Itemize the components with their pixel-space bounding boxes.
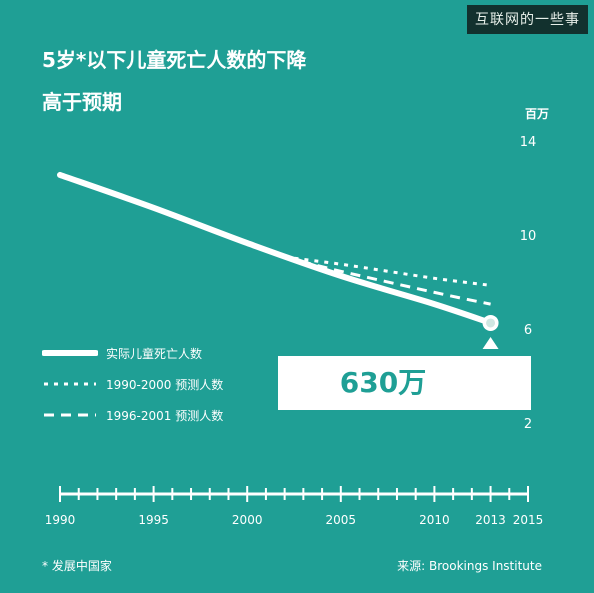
legend-swatch-dashed [44,413,96,417]
chart-title-line-1: 5岁*以下儿童死亡人数的下降 [42,48,307,72]
source-credit: 来源: Brookings Institute [397,559,542,573]
x-tick-label: 2013 [475,513,506,527]
footnote: * 发展中国家 [42,559,112,573]
y-tick-label: 2 [524,417,532,432]
callout-box: 630万 [278,356,531,410]
x-tick-label: 1990 [45,513,76,527]
brand-label: 互联网的一些事 [467,5,588,34]
chart-title-line-2: 高于预期 [42,90,122,114]
x-tick-label: 1995 [138,513,169,527]
x-tick-label: 2005 [326,513,357,527]
series-line-dashed [284,255,491,306]
callout-value: 630万 [339,366,427,399]
legend-label-actual: 实际儿童死亡人数 [106,347,203,361]
legend-swatch-solid [42,350,98,356]
y-tick-label: 14 [520,135,537,150]
legend-swatch-dotted [44,382,96,386]
data-point-end-marker-inner [486,318,496,328]
y-tick-label: 6 [524,323,532,338]
y-axis-unit: 百万 [524,107,549,121]
legend-label-forecast-1990-2000: 1990-2000 预测人数 [106,378,224,392]
y-tick-label: 10 [520,229,537,244]
series-line-dotted [284,255,491,287]
x-tick-label: 2010 [419,513,450,527]
x-tick-label: 2015 [513,513,544,527]
series-line-solid [57,171,494,326]
callout-pointer [482,336,499,349]
legend-label-forecast-1996-2001: 1996-2001 预测人数 [106,409,224,423]
x-tick-label: 2000 [232,513,263,527]
